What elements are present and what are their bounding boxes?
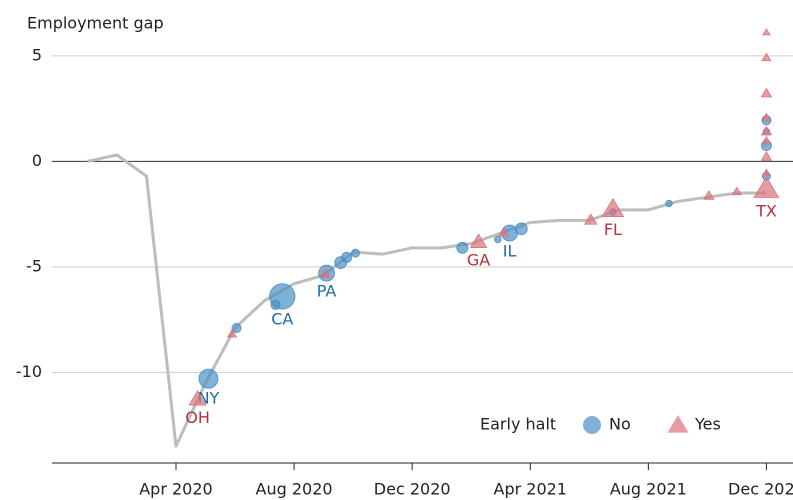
point [761, 135, 772, 145]
point-label: TX [755, 202, 777, 221]
point [760, 151, 773, 161]
point [497, 226, 510, 237]
point [198, 368, 219, 389]
y-tick-label: 5 [32, 45, 42, 64]
point [703, 190, 715, 200]
legend-label: Yes [694, 415, 721, 434]
point [601, 197, 625, 217]
point [456, 241, 469, 254]
y-tick-label: -5 [26, 256, 42, 275]
y-tick-label: -10 [16, 362, 42, 381]
point [584, 213, 598, 225]
point [753, 176, 780, 198]
point [665, 199, 673, 208]
x-tick-label: Dec 2020 [374, 480, 451, 499]
point [469, 233, 488, 249]
point [515, 222, 528, 236]
point [761, 112, 772, 122]
point [269, 283, 296, 310]
point [762, 28, 771, 36]
y-axis-label: Employment gap [27, 14, 164, 33]
x-tick-label: Apr 2021 [494, 480, 567, 499]
point [760, 125, 773, 136]
point [231, 322, 242, 334]
legend-title: Early halt [480, 415, 556, 434]
legend-label: No [609, 415, 631, 434]
point [188, 390, 207, 406]
point-label: OH [185, 408, 210, 427]
y-tick-label: 0 [32, 151, 42, 170]
point [226, 328, 238, 338]
point [731, 186, 743, 196]
point-label: CA [271, 310, 293, 329]
point [761, 52, 772, 62]
point-label: PA [317, 282, 337, 301]
point-label: FL [604, 220, 622, 239]
x-tick-label: Aug 2021 [610, 480, 687, 499]
point-label: IL [503, 242, 517, 261]
point [351, 248, 360, 258]
x-tick-label: Dec 2021 [728, 480, 793, 499]
x-tick-label: Apr 2020 [139, 480, 212, 499]
legend-marker [667, 415, 689, 433]
trend-line [87, 153, 767, 448]
x-tick-label: Aug 2020 [256, 480, 333, 499]
point-label: GA [467, 250, 490, 269]
point [319, 268, 332, 278]
point [341, 251, 353, 263]
point [760, 87, 773, 98]
point [494, 235, 502, 244]
legend-marker [583, 416, 601, 434]
point [762, 168, 771, 176]
